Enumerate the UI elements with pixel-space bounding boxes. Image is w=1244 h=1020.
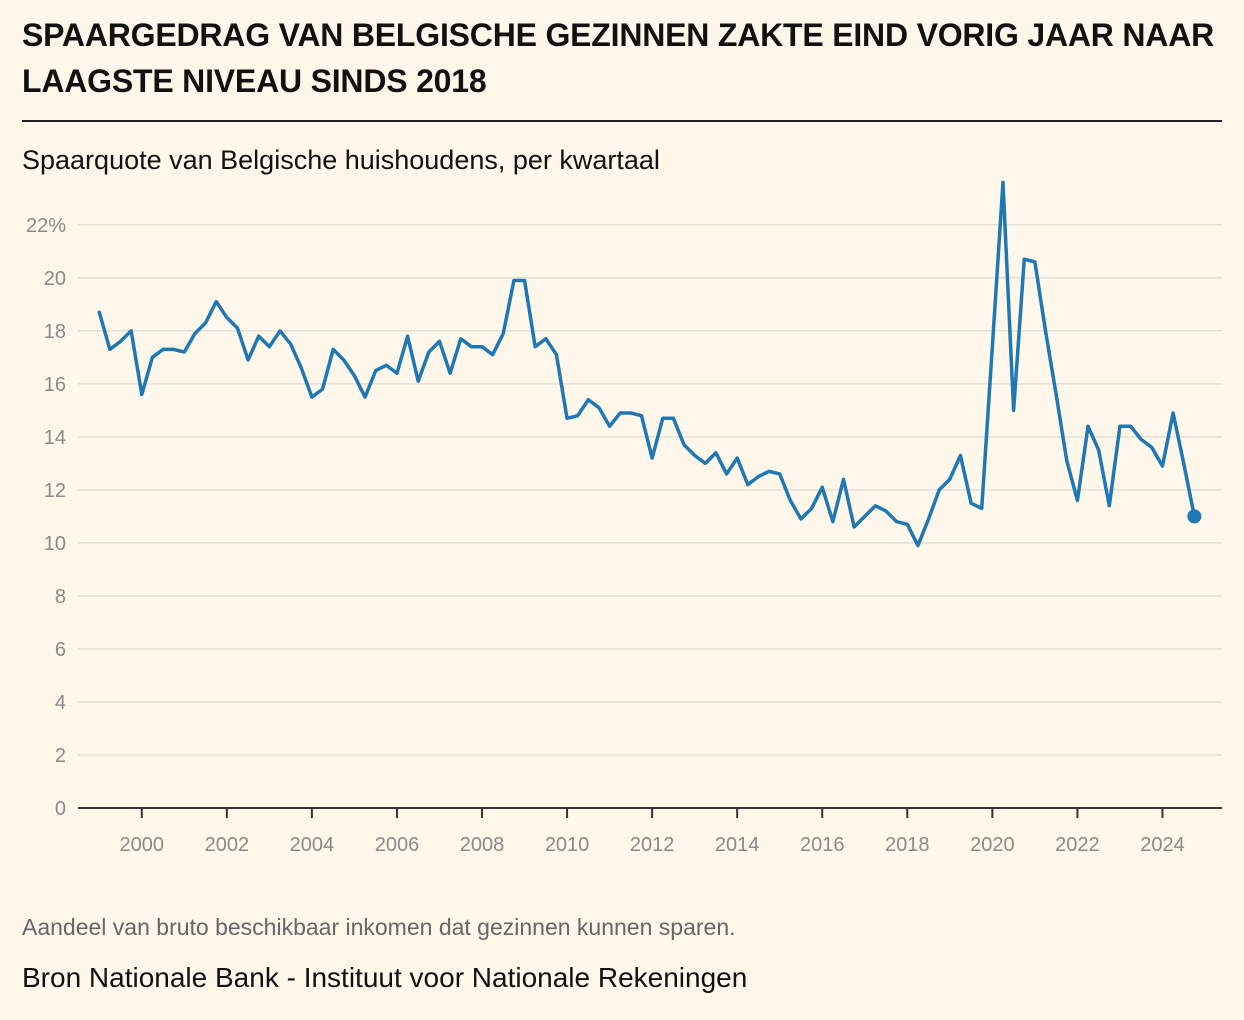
- last-value-marker: [1187, 509, 1202, 524]
- y-tick-label: 2: [55, 745, 66, 767]
- y-tick-label: 22%: [26, 215, 66, 237]
- x-tick-label: 2006: [375, 834, 420, 856]
- chart-title: SPAARGEDRAG VAN BELGISCHE GEZINNEN ZAKTE…: [22, 17, 1215, 99]
- y-tick-label: 8: [55, 586, 66, 608]
- x-tick-label: 2024: [1140, 834, 1185, 856]
- y-tick-label: 6: [55, 639, 66, 661]
- y-tick-label: 20: [44, 268, 66, 290]
- x-tick-label: 2022: [1055, 834, 1100, 856]
- title-divider: [22, 120, 1222, 122]
- x-tick-label: 2016: [800, 834, 845, 856]
- gridlines: [78, 224, 1222, 756]
- y-tick-label: 16: [44, 374, 66, 396]
- x-tick-label: 2020: [970, 834, 1015, 856]
- y-tick-label: 18: [44, 321, 66, 343]
- x-tick-label: 2014: [715, 834, 760, 856]
- y-tick-label: 12: [44, 480, 66, 502]
- y-axis-tick-labels: 0 2 4 6 8 10 12 14 16 18 20 22%: [26, 215, 66, 820]
- x-tick-label: 2008: [460, 834, 505, 856]
- chart-source: Bron Nationale Bank - Instituut voor Nat…: [22, 962, 748, 993]
- chart-subtitle: Spaarquote van Belgische huishoudens, pe…: [22, 145, 660, 175]
- x-axis: 2000 2002 2004 2006 2008 2010 2012 2014 2016 2018…: [78, 807, 1222, 856]
- x-tick-label: 2002: [205, 834, 250, 856]
- x-tick-label: 2012: [630, 834, 675, 856]
- x-tick-label: 2010: [545, 834, 590, 856]
- y-tick-label: 14: [44, 427, 66, 449]
- y-tick-label: 0: [55, 798, 66, 820]
- y-tick-label: 4: [55, 692, 66, 714]
- series-layer: [97, 180, 1202, 548]
- x-tick-label: 2000: [120, 834, 165, 856]
- y-tick-label: 10: [44, 533, 66, 555]
- x-tick-label: 2018: [885, 834, 930, 856]
- chart-note: Aandeel van bruto beschikbaar inkomen da…: [22, 914, 736, 940]
- series-line-spaarquote: [97, 180, 1197, 548]
- x-tick-label: 2004: [290, 834, 335, 856]
